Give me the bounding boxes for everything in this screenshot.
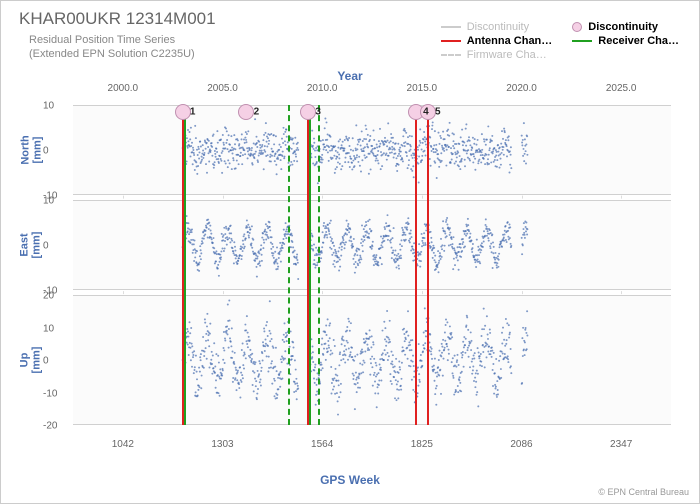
y-tick: 0 bbox=[43, 356, 49, 367]
y-tick: 10 bbox=[43, 323, 54, 334]
x-tick-week: 1042 bbox=[112, 439, 134, 450]
discontinuity-marker bbox=[175, 104, 191, 120]
y-tick: 20 bbox=[43, 291, 54, 302]
legend-firmware: Firmware Cha… bbox=[441, 49, 553, 61]
subtitle-line1: Residual Position Time Series bbox=[29, 34, 175, 46]
chart-title: KHAR00UKR 12314M001 bbox=[19, 9, 216, 29]
y-tick: 0 bbox=[43, 241, 49, 252]
y-axis-label-east: East[mm] bbox=[18, 232, 42, 259]
line-icon bbox=[572, 40, 592, 42]
antenna-change-line bbox=[415, 105, 417, 425]
receiver-change-line bbox=[318, 105, 320, 425]
panel-east: East[mm]-10010 bbox=[73, 200, 671, 290]
receiver-change-line bbox=[184, 105, 186, 425]
x-tick-year: 2005.0 bbox=[207, 83, 238, 94]
y-axis-label-north: North[mm] bbox=[20, 135, 44, 164]
discontinuity-number: 2 bbox=[254, 107, 260, 118]
x-tick-year: 2025.0 bbox=[606, 83, 637, 94]
x-tick-week: 2086 bbox=[510, 439, 532, 450]
discontinuity-number: 5 bbox=[435, 107, 441, 118]
plot-area: 2000.02005.02010.02015.02020.02025.0Nort… bbox=[73, 105, 671, 445]
legend-discontinuity-circle: Discontinuity bbox=[572, 21, 679, 33]
chart-container: KHAR00UKR 12314M001 Residual Position Ti… bbox=[0, 0, 700, 504]
panel-up: Up[mm]-20-1001020 bbox=[73, 295, 671, 425]
y-tick: 0 bbox=[43, 146, 49, 157]
discontinuity-number: 4 bbox=[423, 107, 429, 118]
legend-receiver: Receiver Cha… bbox=[572, 35, 679, 47]
discontinuity-marker bbox=[300, 104, 316, 120]
scatter-north bbox=[73, 106, 671, 194]
x-tick-week: 1303 bbox=[211, 439, 233, 450]
scatter-up bbox=[73, 296, 671, 424]
y-tick: -20 bbox=[43, 421, 57, 432]
x-tick-year: 2000.0 bbox=[108, 83, 139, 94]
line-icon bbox=[441, 40, 461, 42]
x-tick-week: 2347 bbox=[610, 439, 632, 450]
discontinuity-marker bbox=[238, 104, 254, 120]
x-tick-year: 2020.0 bbox=[506, 83, 537, 94]
x-axis-bottom-label: GPS Week bbox=[320, 473, 380, 487]
panel-north: North[mm]-1001012345 bbox=[73, 105, 671, 195]
line-icon bbox=[441, 26, 461, 28]
legend-antenna: Antenna Chan… bbox=[441, 35, 553, 47]
legend: Discontinuity Discontinuity Antenna Chan… bbox=[441, 21, 679, 61]
x-axis-top-label: Year bbox=[337, 69, 362, 83]
x-tick-year: 2010.0 bbox=[307, 83, 338, 94]
discontinuity-number: 1 bbox=[190, 107, 196, 118]
antenna-change-line bbox=[427, 105, 429, 425]
y-tick: 10 bbox=[43, 101, 54, 112]
receiver-change-line bbox=[309, 105, 311, 425]
y-axis-label-up: Up[mm] bbox=[18, 347, 42, 374]
legend-discontinuity-line: Discontinuity bbox=[441, 21, 553, 33]
x-tick-week: 1825 bbox=[411, 439, 433, 450]
chart-subtitle: Residual Position Time Series (Extended … bbox=[29, 33, 195, 62]
scatter-east bbox=[73, 201, 671, 289]
x-tick-year: 2015.0 bbox=[407, 83, 438, 94]
discontinuity-number: 3 bbox=[315, 107, 321, 118]
y-tick: 10 bbox=[43, 196, 54, 207]
subtitle-line2: (Extended EPN Solution C2235U) bbox=[29, 48, 195, 60]
y-tick: -10 bbox=[43, 388, 57, 399]
x-tick-week: 1564 bbox=[311, 439, 333, 450]
footer-credit: © EPN Central Bureau bbox=[598, 487, 689, 497]
receiver-change-line bbox=[288, 105, 290, 425]
circle-icon bbox=[572, 22, 582, 32]
dash-icon bbox=[441, 54, 461, 56]
